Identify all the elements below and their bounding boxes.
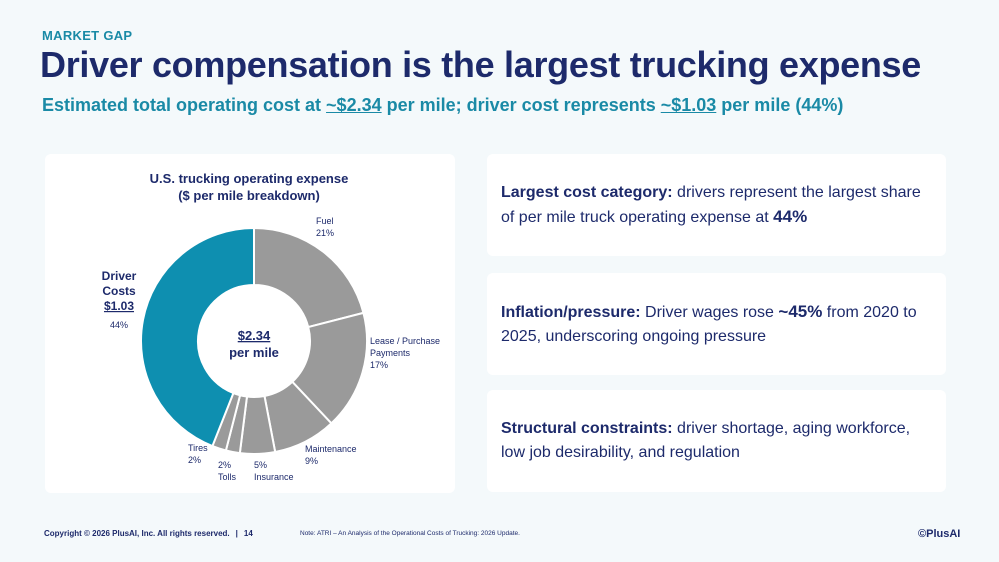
insight-body: drivers represent the largest share of p… (501, 183, 921, 226)
slice-percent: 44% (110, 320, 128, 330)
footer: Copyright © 2026 PlusAI, Inc. All rights… (44, 529, 253, 538)
chart-subtitle: ($ per mile breakdown) (178, 188, 320, 203)
slice-name: Driver (102, 269, 137, 283)
label-tires: Tires 2% (188, 443, 208, 465)
insight-label: Structural constraints: (501, 420, 673, 437)
slice-name-cont: Costs (102, 284, 136, 298)
slice-name: Lease / Purchase (370, 336, 440, 346)
source-note: Note: ATRI – An Analysis of the Operatio… (300, 530, 520, 537)
slice-name: Fuel (316, 216, 334, 226)
subtitle-suffix: per mile (44%) (716, 95, 844, 115)
slice-name: Maintenance (305, 444, 357, 454)
page-subtitle: Estimated total operating cost at ~$2.34… (42, 95, 843, 116)
subtitle-total-cost: ~$2.34 (326, 95, 382, 115)
chart-card: U.S. trucking operating expense ($ per m… (45, 154, 455, 493)
eyebrow-label: MARKET GAP (42, 28, 133, 43)
label-insurance: 5% Insurance (254, 460, 294, 482)
page-title: Driver compensation is the largest truck… (40, 44, 921, 85)
insight-text: Structural constraints: driver shortage,… (501, 417, 932, 465)
center-value: $2.34 (238, 328, 271, 343)
insight-text: Largest cost category: drivers represent… (501, 181, 932, 230)
logo-mark-icon: © (918, 528, 927, 540)
copyright-text: Copyright © 2026 PlusAI, Inc. All rights… (44, 529, 230, 538)
slice-percent: 9% (305, 456, 318, 466)
insight-text: Inflation/pressure: Driver wages rose ~4… (501, 300, 932, 349)
slice-percent: 2% (188, 455, 201, 465)
plusai-logo: ©PlusAI (918, 528, 960, 540)
subtitle-prefix: Estimated total operating cost at (42, 95, 327, 115)
insight-card-structural: Structural constraints: driver shortage,… (487, 390, 946, 492)
insight-label: Largest cost category: (501, 183, 673, 201)
slice-percent: 21% (316, 228, 334, 238)
insight-body-end: from 2020 to 2025, underscoring ongoing … (501, 303, 917, 345)
slice-name-cont: Payments (370, 348, 411, 358)
insight-card-inflation: Inflation/pressure: Driver wages rose ~4… (487, 273, 946, 375)
chart-title: U.S. trucking operating expense (150, 171, 349, 186)
center-label: per mile (229, 345, 279, 360)
subtitle-middle: per mile; driver cost represents (381, 95, 661, 115)
slice-name: Insurance (254, 472, 294, 482)
slice-percent: 17% (370, 360, 388, 370)
label-maintenance: Maintenance 9% (305, 444, 357, 466)
insight-body: Driver wages rose (640, 303, 779, 321)
slice-name: Tires (188, 443, 208, 453)
slice-percent: 2% (218, 460, 231, 470)
slice-fuel (253, 226, 365, 329)
label-fuel: Fuel 21% (316, 216, 334, 238)
insight-highlight: ~45% (778, 301, 823, 321)
slice-amount: $1.03 (104, 299, 134, 313)
insight-card-largest-cost: Largest cost category: drivers represent… (487, 154, 946, 256)
insight-label: Inflation/pressure: (501, 303, 641, 321)
slice-driver-costs (140, 226, 255, 448)
slice-name: Tolls (218, 472, 237, 482)
insight-highlight: 44% (773, 206, 808, 226)
footer-separator: | (235, 529, 238, 538)
label-lease-purchase-payments: Lease / Purchase Payments 17% (370, 336, 440, 370)
slice-percent: 5% (254, 460, 267, 470)
label-tolls: 2% Tolls (218, 460, 237, 482)
insight-body: driver shortage, aging workforce, low jo… (501, 420, 911, 461)
page-number: 14 (243, 529, 253, 538)
logo-text: PlusAI (926, 528, 961, 540)
subtitle-driver-cost: ~$1.03 (660, 95, 717, 115)
donut-chart: U.S. trucking operating expense ($ per m… (102, 171, 440, 482)
